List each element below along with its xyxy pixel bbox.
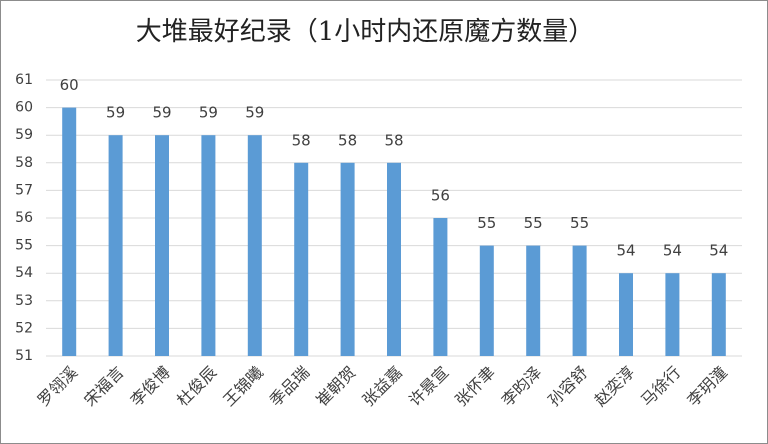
y-tick-label: 51 xyxy=(15,348,33,364)
y-tick-label: 53 xyxy=(15,293,33,309)
y-tick-label: 61 xyxy=(15,72,33,88)
y-tick-label: 58 xyxy=(15,155,33,171)
data-label: 58 xyxy=(292,131,311,149)
data-label: 54 xyxy=(616,242,635,260)
data-label: 58 xyxy=(338,131,357,149)
data-label: 59 xyxy=(245,104,264,122)
bar xyxy=(201,135,216,356)
y-tick-label: 57 xyxy=(15,182,33,198)
bar xyxy=(62,107,77,356)
y-tick-label: 54 xyxy=(15,265,33,281)
data-label: 59 xyxy=(106,104,125,122)
data-label: 59 xyxy=(152,104,171,122)
y-tick-label: 59 xyxy=(15,127,33,143)
data-label: 54 xyxy=(709,242,728,260)
data-label: 55 xyxy=(570,214,589,232)
data-label: 58 xyxy=(384,131,403,149)
y-tick-label: 52 xyxy=(15,320,33,336)
bar xyxy=(155,135,169,356)
bar xyxy=(247,135,262,356)
data-label: 56 xyxy=(431,187,450,205)
data-label: 55 xyxy=(477,214,496,232)
y-tick-label: 56 xyxy=(15,210,33,226)
data-label: 55 xyxy=(524,214,543,232)
data-label: 60 xyxy=(60,76,79,94)
bar xyxy=(387,162,401,356)
bar xyxy=(619,273,633,356)
data-label: 54 xyxy=(663,242,682,260)
chart-title: 大堆最好纪录（1小时内还原魔方数量） xyxy=(136,17,595,47)
y-tick-label: 55 xyxy=(15,238,33,254)
bar xyxy=(479,245,494,356)
y-tick-label: 60 xyxy=(15,100,33,116)
bar xyxy=(665,273,680,356)
bar xyxy=(108,135,123,356)
bar xyxy=(294,162,309,356)
bar xyxy=(526,245,541,356)
bar xyxy=(340,162,355,356)
bar xyxy=(433,218,448,356)
bar xyxy=(572,245,587,356)
bar xyxy=(711,273,726,356)
data-label: 59 xyxy=(199,104,218,122)
